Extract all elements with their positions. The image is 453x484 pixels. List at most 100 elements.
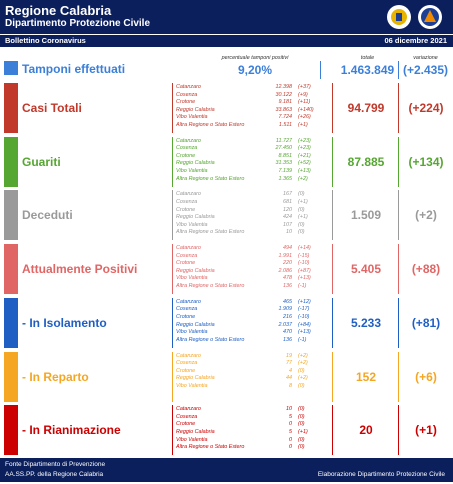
region-change: (+140): [298, 106, 314, 113]
title: Regione Calabria: [5, 3, 112, 18]
region-change: (+13): [298, 329, 311, 336]
region-value: 31.353: [275, 160, 293, 167]
region-value: 5: [289, 428, 292, 435]
total: 20: [359, 423, 373, 438]
region-value: 220: [283, 260, 292, 267]
change: (+1): [415, 423, 437, 438]
divider: [172, 405, 173, 456]
region-value: 30.122: [275, 91, 293, 98]
region-value: 2.086: [278, 267, 293, 274]
percent: 9,20%: [237, 63, 273, 77]
region-value: 7.724: [278, 114, 293, 121]
region-value: 167: [283, 191, 292, 198]
region: Catanzaro: [176, 245, 201, 252]
region-value: 120: [283, 206, 292, 213]
region-value: 1.991: [278, 252, 293, 259]
change: (+6): [415, 369, 437, 384]
divider: [398, 136, 399, 187]
section: - In Isolamento Catanzaro 465 (+12) Cosenza 1…: [0, 297, 453, 349]
region-value: 10: [286, 229, 292, 236]
divider: [172, 351, 173, 402]
section: Guariti Catanzaro 11.727 (+23) Cosenza 27.450…: [0, 136, 453, 188]
divider: [398, 190, 399, 241]
section: - In Rianimazione Catanzaro 10 (0) Cosenza 5 (…: [0, 405, 453, 456]
region-change: (-1): [298, 283, 307, 290]
header: Regione Calabria Dipartimento Protezione…: [0, 0, 453, 34]
region: Reggio Calabria: [176, 321, 215, 328]
color-bar: [4, 190, 18, 241]
region-change: (+9): [298, 91, 308, 98]
region-change: (+2): [298, 352, 308, 359]
region-change: (+23): [298, 145, 311, 152]
region: Altra Regione o Stato Estero: [176, 336, 245, 343]
region-change: (+37): [298, 84, 311, 90]
region: Catanzaro: [176, 137, 201, 144]
label: Tamponi effettuati: [22, 62, 126, 76]
section-label: - In Reparto: [22, 369, 89, 384]
total: 94.799: [347, 101, 385, 115]
region-change: (+1): [298, 122, 308, 128]
region: Crotone: [176, 367, 196, 374]
region-value: 465: [283, 298, 292, 305]
change: (+2): [415, 208, 437, 223]
region-value: 19: [286, 352, 292, 359]
region-change: (+87): [298, 267, 311, 274]
region: Cosenza: [176, 91, 198, 98]
region-value: 27.450: [275, 145, 293, 152]
region-change: (+21): [298, 152, 311, 159]
divider: [172, 136, 173, 187]
region-value: 8.851: [278, 152, 293, 159]
region-change: (+1): [298, 214, 308, 221]
region: Catanzaro: [176, 191, 201, 198]
region: Catanzaro: [176, 298, 201, 305]
divider: [332, 136, 333, 187]
color-bar: [4, 136, 18, 187]
region-change: (-1): [298, 336, 307, 343]
region-change: (+13): [298, 168, 311, 175]
divider: [172, 83, 173, 133]
region-change: (+1): [298, 198, 308, 205]
region-change: (0): [298, 367, 305, 374]
divider: [332, 244, 333, 295]
region-change: (0): [298, 406, 305, 413]
region-value: 5: [289, 413, 292, 420]
region-change: (-17): [298, 306, 310, 313]
region-value: 33.863: [275, 106, 293, 113]
region-change: (-10): [298, 313, 310, 320]
region: Crotone: [176, 313, 196, 320]
region: Catanzaro: [176, 352, 201, 359]
region: Reggio Calabria: [176, 214, 215, 221]
region: Crotone: [176, 152, 196, 159]
divider: [398, 61, 399, 79]
divider: [398, 297, 399, 348]
region: Catanzaro: [176, 84, 201, 90]
logos: [387, 5, 442, 29]
source: AA.SS.PP. della Regione Calabria: [5, 471, 104, 478]
date: 06 dicembre 2021: [384, 36, 447, 45]
divider: [332, 83, 333, 133]
region-value: 0: [289, 436, 292, 443]
region-value: 4: [289, 367, 292, 374]
change-label: variazione: [413, 55, 438, 61]
region-value: 77: [286, 360, 292, 367]
region-value: 12.398: [275, 84, 293, 90]
region-value: 681: [283, 198, 292, 205]
region-value: 1.909: [278, 306, 293, 313]
total-label: totale: [360, 55, 375, 61]
region-value: 1.511: [278, 122, 292, 128]
region-change: (-15): [298, 252, 310, 259]
region-change: (0): [298, 229, 305, 236]
region-value: 0: [289, 421, 292, 428]
change: (+81): [411, 315, 441, 330]
divider: [398, 405, 399, 456]
region-value: 107: [283, 221, 292, 228]
total: 152: [355, 369, 377, 384]
color-bar: [4, 61, 18, 75]
region-value: 136: [283, 336, 292, 343]
region-change: (0): [298, 221, 305, 228]
divider: [320, 61, 321, 79]
change: (+224): [408, 101, 444, 115]
total: 5.233: [350, 315, 382, 330]
region: Reggio Calabria: [176, 267, 215, 274]
